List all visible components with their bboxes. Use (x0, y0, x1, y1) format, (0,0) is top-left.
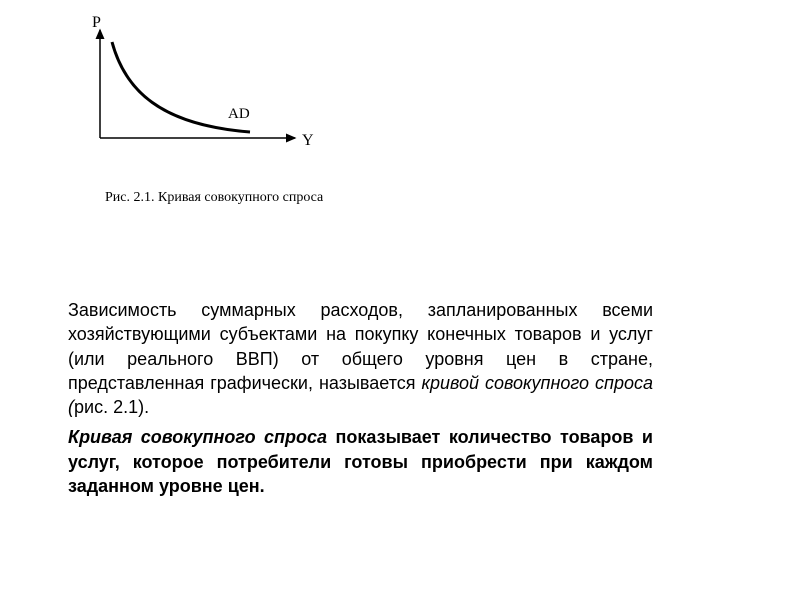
p1-text-2: рис. 2.1). (74, 397, 149, 417)
paragraph-2: Кривая совокупного спроса показывает кол… (68, 425, 653, 498)
ad-curve-chart: P Y AD (80, 20, 320, 160)
p2-bolditalic: Кривая совокупного спроса (68, 427, 327, 447)
y-axis-label: P (92, 14, 101, 32)
figure-caption: Рис. 2.1. Кривая совокупного спроса (105, 190, 323, 206)
chart-svg (80, 20, 320, 160)
body-text: Зависимость суммарных расходов, запланир… (68, 298, 653, 498)
paragraph-1: Зависимость суммарных расходов, запланир… (68, 298, 653, 419)
x-axis-label: Y (302, 132, 314, 150)
curve-label: AD (228, 106, 250, 123)
